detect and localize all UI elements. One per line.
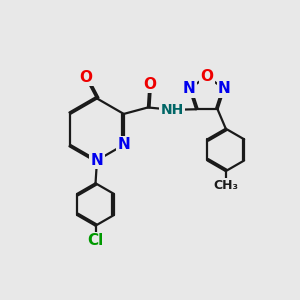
- Text: NH: NH: [160, 103, 184, 117]
- Text: N: N: [183, 81, 196, 96]
- Text: O: O: [200, 69, 213, 84]
- Text: N: N: [218, 81, 230, 96]
- Text: O: O: [143, 77, 156, 92]
- Text: N: N: [117, 137, 130, 152]
- Text: O: O: [79, 70, 92, 85]
- Text: Cl: Cl: [87, 233, 104, 248]
- Text: N: N: [91, 153, 103, 168]
- Text: CH₃: CH₃: [213, 179, 238, 192]
